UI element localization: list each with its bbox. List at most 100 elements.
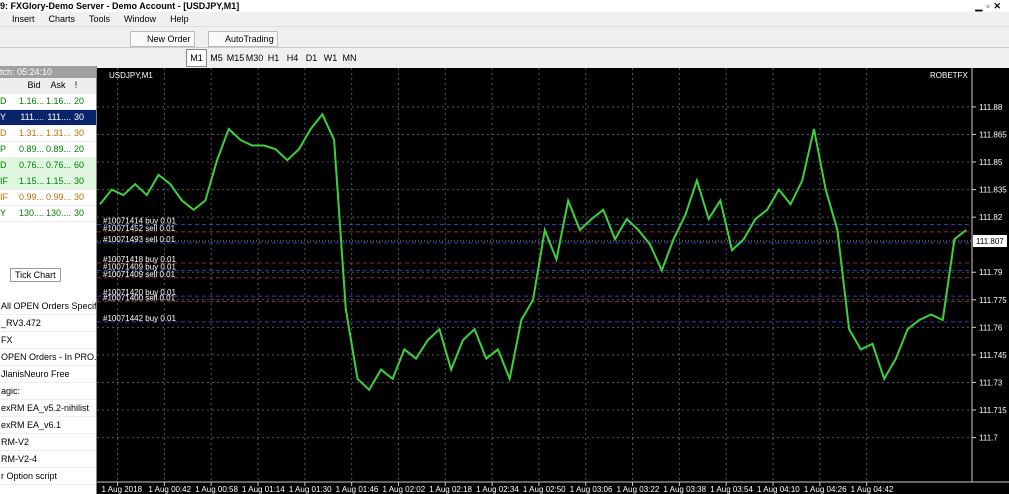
order-label: #10071442 buy 0.01 bbox=[103, 314, 177, 323]
x-tick-label: 1 Aug 2018 bbox=[102, 485, 143, 494]
cell: IF bbox=[0, 192, 8, 202]
y-tick-label: 111.775 bbox=[979, 296, 1007, 305]
timeframe-button[interactable]: M5 bbox=[210, 53, 223, 63]
y-tick-label: 111.7 bbox=[979, 434, 998, 443]
left-panel: tch: 05:24:10 Bid Ask! D 1.16... 1.16... 20 Y 1… bbox=[0, 66, 97, 494]
order-label: #10071493 sell 0.01 bbox=[103, 235, 176, 244]
timeframe-button[interactable]: MN bbox=[342, 53, 357, 63]
navigator-item[interactable]: agic: bbox=[0, 383, 96, 400]
current-price-label: 111.807 bbox=[976, 237, 1004, 246]
navigator-item[interactable]: All OPEN Orders Specif... bbox=[0, 298, 96, 315]
market-watch-header: tch: 05:24:10 bbox=[0, 66, 96, 78]
order-label: #10071409 buy 0.01 bbox=[103, 262, 177, 271]
x-tick-label: 1 Aug 01:14 bbox=[242, 485, 285, 494]
x-tick-label: 1 Aug 00:58 bbox=[195, 485, 238, 494]
window-controls[interactable]: ▁▫✕ bbox=[975, 1, 1005, 11]
menu-item[interactable]: Help bbox=[170, 14, 189, 24]
order-label: #10071409 sell 0.01 bbox=[103, 270, 176, 279]
cell: 1.31... bbox=[18, 128, 44, 138]
new-order-button[interactable]: New Order bbox=[130, 31, 195, 47]
y-tick-label: 111.85 bbox=[979, 158, 1003, 167]
order-label: #10071400 sell 0.01 bbox=[103, 294, 176, 303]
timeframe-button[interactable]: M15 bbox=[226, 53, 245, 63]
cell: 0.99... bbox=[45, 192, 71, 202]
cell: 1.16... bbox=[18, 96, 44, 106]
x-tick-label: 1 Aug 04:42 bbox=[851, 485, 894, 494]
cell: 30 bbox=[73, 176, 84, 186]
x-tick-label: 1 Aug 02:18 bbox=[429, 485, 472, 494]
market-watch-row[interactable]: D 1.31... 1.31... 30 bbox=[0, 126, 96, 142]
cell: D bbox=[0, 96, 7, 106]
market-watch-row[interactable]: Y 111.... 111.... 30 bbox=[0, 110, 96, 126]
cell: 1.15... bbox=[18, 176, 44, 186]
y-tick-label: 111.715 bbox=[979, 406, 1007, 415]
cell: IF bbox=[0, 176, 8, 186]
menu-item[interactable]: Charts bbox=[48, 14, 76, 24]
autotrading-button[interactable]: AutoTrading bbox=[208, 31, 278, 47]
timeframe-button[interactable]: D1 bbox=[305, 53, 318, 63]
market-watch-columns: Bid Ask! bbox=[0, 78, 96, 94]
timeframe-button[interactable]: H4 bbox=[286, 53, 299, 63]
navigator-item[interactable]: RM-V2 bbox=[0, 434, 96, 451]
x-tick-label: 1 Aug 01:46 bbox=[336, 485, 379, 494]
cell: 30 bbox=[73, 208, 84, 218]
x-tick-label: 1 Aug 01:30 bbox=[289, 485, 332, 494]
cell: 130.... bbox=[18, 208, 44, 218]
x-tick-label: 1 Aug 03:06 bbox=[570, 485, 613, 494]
price-line bbox=[99, 112, 967, 392]
timeframe-button[interactable]: M30 bbox=[245, 53, 264, 63]
tab[interactable]: Tick Chart bbox=[10, 268, 61, 282]
market-watch-row[interactable]: Y 130.... 130.... 30 bbox=[0, 206, 96, 222]
cell: 20 bbox=[73, 144, 84, 154]
navigator-item[interactable]: FX bbox=[0, 332, 96, 349]
timeframe-button[interactable]: W1 bbox=[323, 53, 338, 63]
cell: P bbox=[0, 144, 7, 154]
toolbar: New Order AutoTrading bbox=[0, 28, 1009, 48]
menu-item[interactable]: Window bbox=[124, 14, 157, 24]
timeframe-toolbar: M1 M5 M15M30 H1 H4 D1 W1 MN bbox=[0, 48, 1009, 67]
navigator-item[interactable]: _RV3.472 bbox=[0, 315, 96, 332]
timeframe-button[interactable]: H1 bbox=[267, 53, 280, 63]
y-tick-label: 111.79 bbox=[979, 268, 1003, 277]
cell: Y bbox=[0, 208, 7, 218]
navigator-item[interactable]: OPEN Orders - In PRO... bbox=[0, 349, 96, 366]
menu-item[interactable]: Insert bbox=[12, 14, 35, 24]
y-tick-label: 111.835 bbox=[979, 186, 1007, 195]
navigator-item[interactable]: exRM EA_v6.1 bbox=[0, 417, 96, 434]
x-tick-label: 1 Aug 03:54 bbox=[710, 485, 753, 494]
order-label: #10071420 buy 0.01 bbox=[103, 288, 177, 297]
x-tick-label: 1 Aug 02:34 bbox=[476, 485, 519, 494]
column-header: ! bbox=[74, 80, 78, 90]
navigator-item[interactable]: exRM EA_v5.2-nihilist bbox=[0, 400, 96, 417]
menu-bar: Insert Charts Tools Window Help bbox=[0, 12, 1009, 27]
cell: 111.... bbox=[20, 112, 44, 122]
market-watch-row[interactable]: D 0.76... 0.76... 60 bbox=[0, 158, 96, 174]
cell: 30 bbox=[73, 192, 84, 202]
column-header: Bid bbox=[27, 80, 41, 90]
order-label: #10071418 buy 0.01 bbox=[103, 255, 177, 264]
market-watch-row[interactable]: IF 0.99... 0.99... 30 bbox=[0, 190, 96, 206]
cell: 30 bbox=[73, 128, 84, 138]
y-tick-label: 111.865 bbox=[979, 130, 1007, 139]
cell: 20 bbox=[73, 96, 84, 106]
cell: 0.89... bbox=[45, 144, 71, 154]
navigator-item[interactable]: JlanisNeuro Free bbox=[0, 366, 96, 383]
cell: 0.76... bbox=[45, 160, 71, 170]
cell: 111.... bbox=[47, 112, 71, 122]
chart-title: USDJPY,M1 bbox=[109, 71, 153, 80]
menu-item[interactable]: Tools bbox=[89, 14, 111, 24]
market-watch-row[interactable]: IF 1.15... 1.15... 30 bbox=[0, 174, 96, 190]
order-label: #10071414 buy 0.01 bbox=[103, 216, 177, 225]
cell: 0.89... bbox=[18, 144, 44, 154]
navigator-item[interactable]: r Option script bbox=[0, 468, 96, 485]
market-watch-row[interactable]: P 0.89... 0.89... 20 bbox=[0, 142, 96, 158]
order-label: #10071452 sell 0.01 bbox=[103, 224, 176, 233]
y-tick-label: 111.76 bbox=[979, 323, 1003, 332]
navigator-item[interactable]: RM-V2-4 bbox=[0, 451, 96, 468]
x-tick-label: 1 Aug 03:38 bbox=[663, 485, 706, 494]
y-tick-label: 111.73 bbox=[979, 378, 1003, 387]
market-watch-row[interactable]: D 1.16... 1.16... 20 bbox=[0, 94, 96, 110]
y-tick-label: 111.82 bbox=[979, 213, 1003, 222]
timeframe-button[interactable]: M1 bbox=[186, 49, 207, 67]
x-tick-label: 1 Aug 00:42 bbox=[148, 485, 191, 494]
